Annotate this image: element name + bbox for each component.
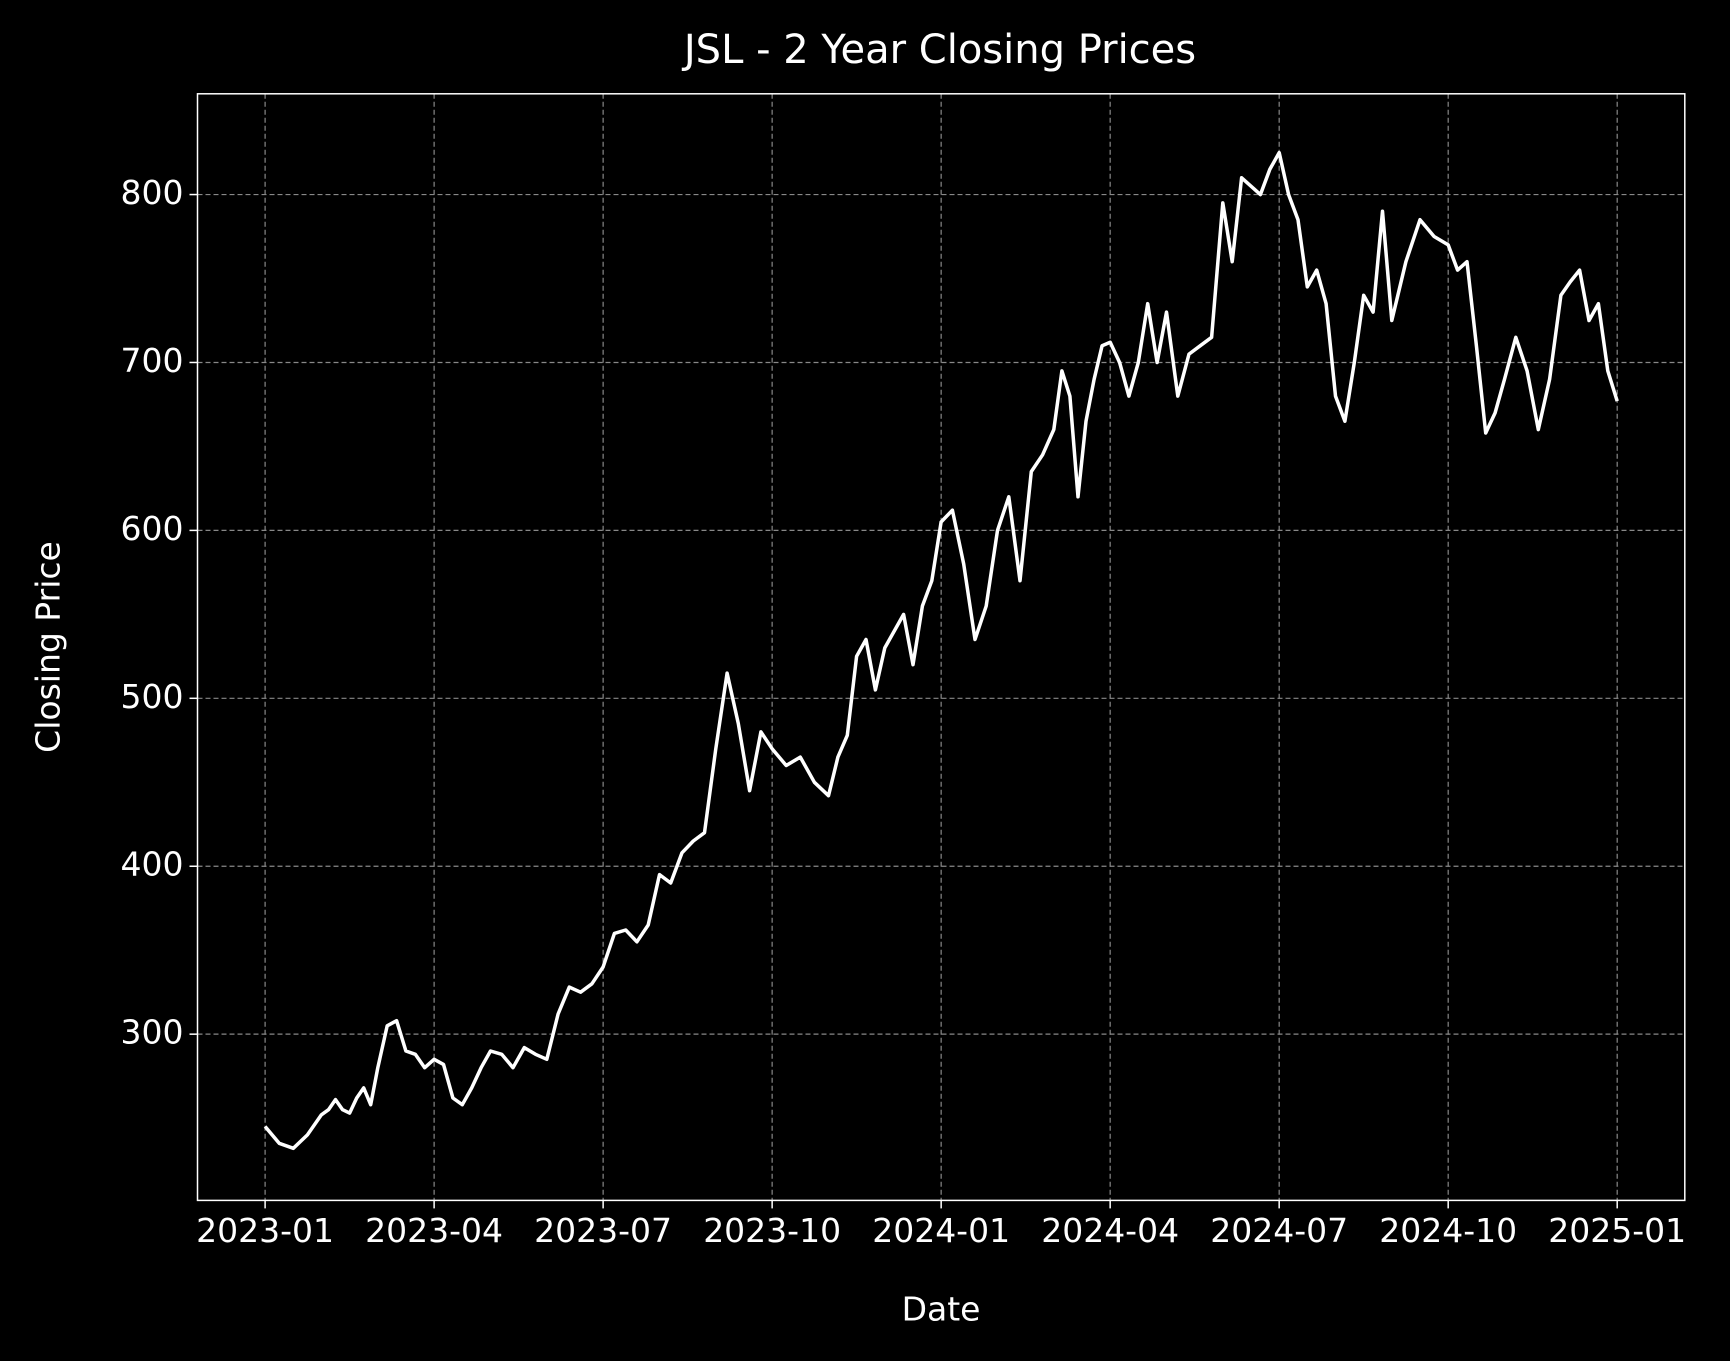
y-tick-label: 600 — [121, 509, 184, 548]
x-tick-label: 2023-10 — [703, 1211, 841, 1250]
y-axis-label: Closing Price — [29, 541, 68, 753]
x-tick-label: 2025-01 — [1548, 1211, 1686, 1250]
price-line — [263, 150, 1619, 1151]
y-tick-label: 700 — [121, 341, 184, 380]
y-tick-label: 800 — [121, 173, 184, 212]
chart-title: JSL - 2 Year Closing Prices — [681, 27, 1196, 73]
x-tick-label: 2023-07 — [534, 1211, 672, 1250]
x-tick-label: 2024-04 — [1041, 1211, 1179, 1250]
x-tick-label: 2024-01 — [872, 1211, 1010, 1250]
x-axis-label: Date — [902, 1290, 981, 1329]
x-tick-label: 2023-01 — [196, 1211, 334, 1250]
plot-frame — [196, 93, 1686, 1202]
x-tick-label: 2024-10 — [1379, 1211, 1517, 1250]
x-tick-label: 2024-07 — [1210, 1211, 1348, 1250]
y-tick-label: 500 — [121, 677, 184, 716]
x-tick-label: 2023-04 — [365, 1211, 503, 1250]
y-tick-label: 400 — [121, 845, 184, 884]
y-tick-label: 300 — [121, 1013, 184, 1052]
